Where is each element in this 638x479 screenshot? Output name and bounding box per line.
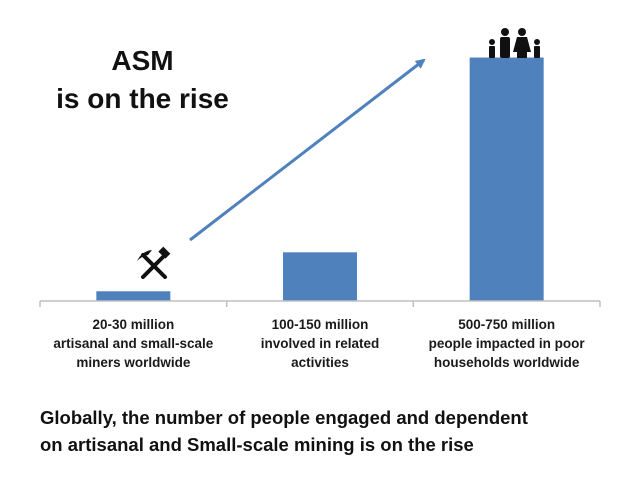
caption-line-2: on artisanal and Small-scale mining is o… [40, 434, 474, 455]
pick-and-hammer-icon [137, 246, 171, 279]
title-line-1: ASM [111, 45, 174, 76]
family-icon [489, 28, 540, 58]
category-label-2-line-1: 100-150 million [272, 317, 369, 332]
category-label-1-line-3: miners worldwide [76, 355, 191, 370]
category-label-1-line-2: artisanal and small-scale [53, 336, 213, 351]
title-line-2: is on the rise [56, 83, 229, 114]
category-label-2-line-2: involved in related [261, 336, 380, 351]
caption-line-1: Globally, the number of people engaged a… [40, 407, 528, 428]
bar-chart: 20-30 million artisanal and small-scale mi… [39, 28, 601, 370]
chart-title: ASM is on the rise [40, 42, 245, 118]
bar-1 [96, 291, 171, 301]
category-label-3-line-1: 500-750 million [458, 317, 555, 332]
category-label-3-line-3: households worldwide [434, 355, 580, 370]
category-label-1-line-1: 20-30 million [92, 317, 174, 332]
bar-3 [469, 57, 544, 302]
trend-arrow [189, 58, 426, 242]
category-label-2-line-3: activities [291, 355, 349, 370]
category-label-3-line-2: people impacted in poor [429, 336, 586, 351]
bar-2 [283, 252, 357, 301]
chart-caption: Globally, the number of people engaged a… [40, 404, 630, 458]
